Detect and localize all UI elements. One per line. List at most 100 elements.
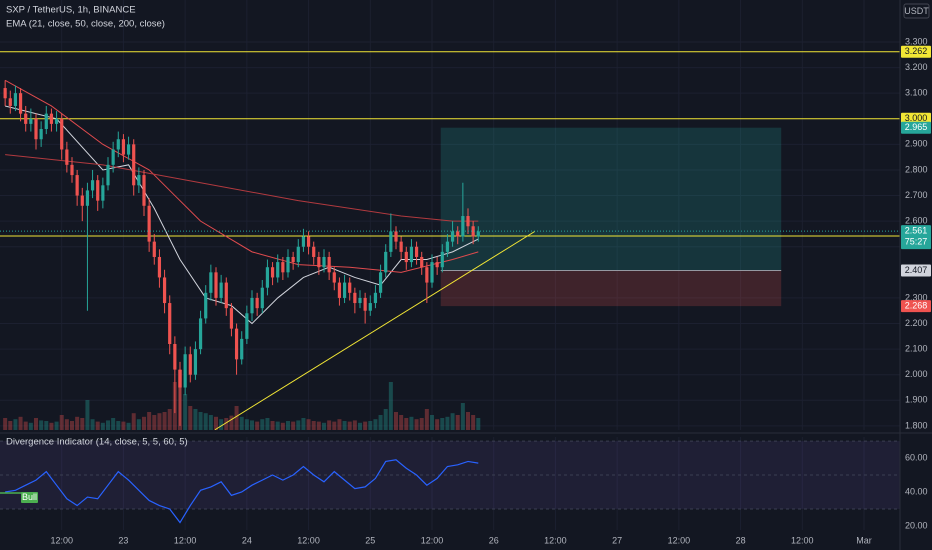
price-label-box <box>901 225 931 250</box>
volume-bar <box>337 419 342 430</box>
volume-bar <box>23 421 28 430</box>
volume-bar <box>244 419 249 430</box>
candle-body <box>183 354 187 388</box>
candle-body <box>157 256 162 278</box>
volume-bar <box>388 382 393 430</box>
candle-body <box>18 93 23 114</box>
volume-bar <box>28 422 33 430</box>
x-tick-label: 23 <box>118 535 128 545</box>
volume-bar <box>39 420 44 430</box>
volume-bar <box>106 420 110 430</box>
candle-body <box>188 354 192 375</box>
y-tick-label: 2.000 <box>905 369 928 379</box>
volume-bar <box>234 406 239 430</box>
candle-body <box>193 349 198 375</box>
candle-body <box>332 272 336 283</box>
volume-bar <box>430 415 434 430</box>
volume-bar <box>214 416 218 430</box>
volume-bar <box>342 421 347 430</box>
volume-bar <box>260 419 265 430</box>
chart-title: SXP / TetherUS, 1h, BINANCE <box>6 5 136 16</box>
volume-bar <box>8 421 13 430</box>
countdown: 75:27 <box>905 237 928 247</box>
volume-bar <box>445 416 450 430</box>
volume-bar <box>265 418 270 430</box>
position-stop <box>440 270 782 307</box>
y-tick-label: 3.300 <box>905 36 928 46</box>
y-tick-label: 2.300 <box>905 292 928 302</box>
candle-body <box>471 226 475 237</box>
x-tick-label: 12:00 <box>421 535 444 545</box>
volume-bar <box>424 409 429 430</box>
candle-body <box>265 267 270 288</box>
volume-bar <box>414 419 419 430</box>
candle-body <box>137 175 141 186</box>
volume-bar <box>311 421 316 430</box>
currency-box[interactable] <box>903 3 930 19</box>
candle-body <box>322 256 326 268</box>
candle-body <box>204 292 208 319</box>
candle-body <box>348 282 352 293</box>
y-tick-label: 2.100 <box>905 343 928 353</box>
candle-body <box>3 88 7 99</box>
candle-body <box>54 118 59 124</box>
candle-body <box>420 256 424 268</box>
price-label: 2.561 <box>905 226 928 236</box>
volume-bar <box>383 409 388 430</box>
candle-body <box>44 113 48 129</box>
y-tick-label: 2.700 <box>905 190 928 200</box>
signal-box <box>21 492 38 503</box>
volume-bar <box>316 421 321 430</box>
candle-body <box>234 328 239 360</box>
currency[interactable]: USDT <box>904 6 929 16</box>
volume-bar <box>419 418 424 430</box>
volume-bar <box>347 421 352 430</box>
indicator-label: EMA (21, close, 50, close, 200, close) <box>6 19 165 30</box>
candle-body <box>101 185 105 201</box>
candle-body <box>116 139 120 150</box>
volume-bar <box>18 416 23 430</box>
volume-bar <box>183 394 188 430</box>
candle-body <box>378 272 383 293</box>
candle-body <box>466 216 470 227</box>
candle-body <box>399 241 403 252</box>
candle-body <box>229 308 234 329</box>
volume-bar <box>224 418 229 430</box>
candle-body <box>363 297 367 311</box>
price-label-box <box>901 45 931 58</box>
volume-bar <box>152 415 157 430</box>
volume-bar <box>59 415 64 430</box>
x-tick-label: 26 <box>489 535 499 545</box>
candle-body <box>75 175 79 196</box>
candle-body <box>450 231 455 242</box>
candle-body <box>106 164 110 186</box>
volume-bar <box>142 416 146 430</box>
trend-line <box>214 230 536 430</box>
candle-body <box>147 205 151 242</box>
candle-body <box>409 246 414 263</box>
volume-bar <box>306 419 311 430</box>
candle-body <box>353 292 357 304</box>
x-tick-label: 12:00 <box>544 535 567 545</box>
x-tick-label: 28 <box>736 535 746 545</box>
candle-body <box>342 282 347 298</box>
volume-bar <box>198 412 203 430</box>
candle-body <box>270 267 275 278</box>
price-label: 2.268 <box>905 300 928 310</box>
volume-bar <box>327 420 332 430</box>
rsi-line <box>5 459 479 524</box>
candle-body <box>168 303 172 344</box>
candle-body <box>49 113 54 124</box>
volume-bar <box>352 420 357 430</box>
price-clip <box>0 0 900 430</box>
y-tick-label: 2.600 <box>905 216 928 226</box>
candle-body <box>389 231 393 252</box>
x-tick-label: 12:00 <box>668 535 691 545</box>
volume-bar <box>476 418 481 430</box>
candle-body <box>80 195 84 206</box>
candle-body <box>132 144 136 186</box>
volume-bar <box>322 422 326 430</box>
